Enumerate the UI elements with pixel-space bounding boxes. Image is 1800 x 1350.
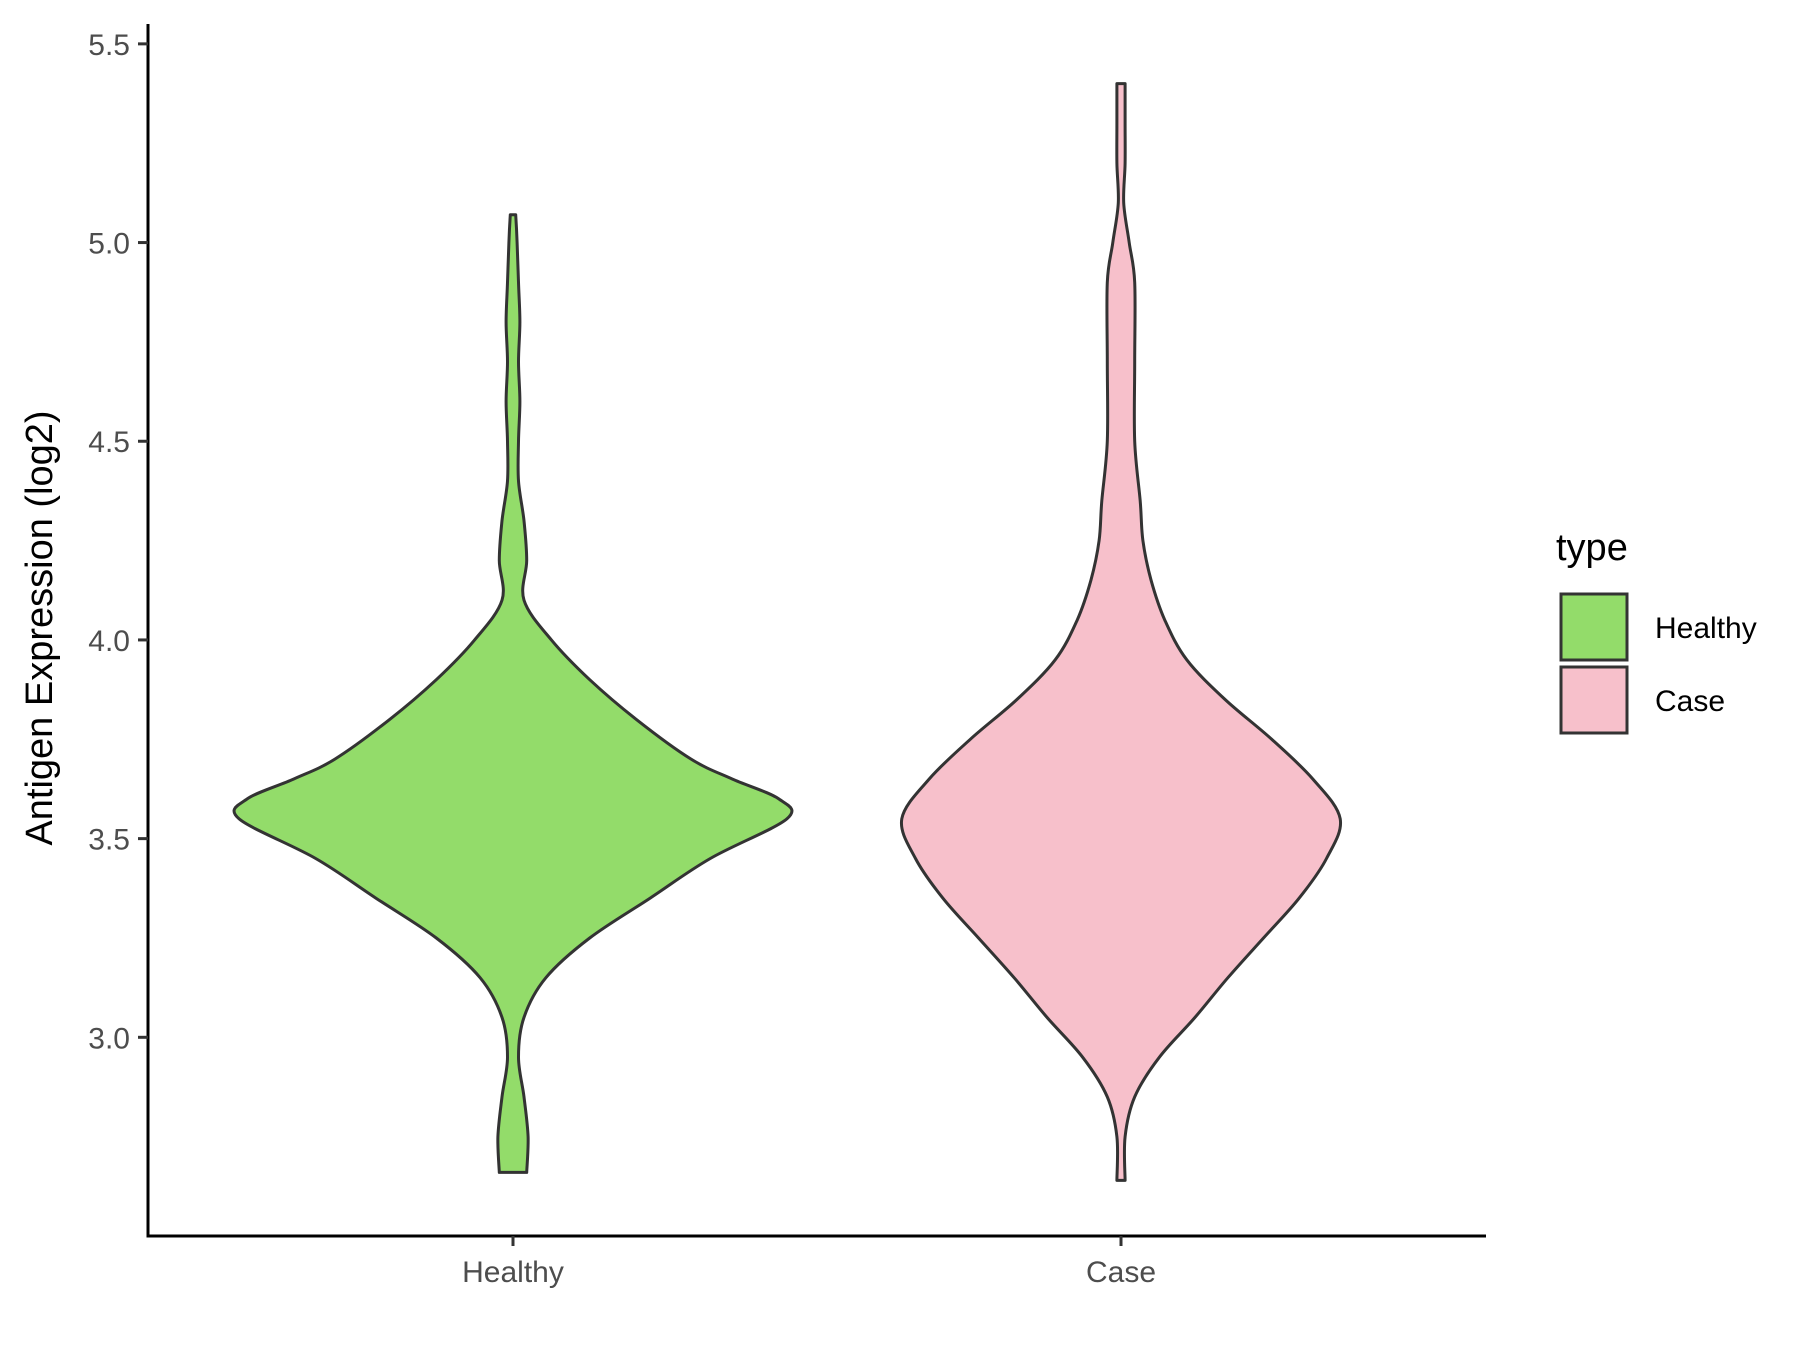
y-tick-label: 5.5 <box>88 29 130 62</box>
legend-label-healthy: Healthy <box>1655 612 1757 645</box>
y-tick-label: 3.5 <box>88 824 130 857</box>
violin-case <box>899 82 1343 1182</box>
x-tick-label: Healthy <box>462 1256 564 1289</box>
y-tick-label: 4.5 <box>88 426 130 459</box>
legend-title: type <box>1556 527 1628 569</box>
x-tick-label: Case <box>1086 1256 1156 1289</box>
y-tick-label: 5.0 <box>88 228 130 261</box>
violin-layer <box>232 82 1343 1182</box>
legend-swatch-healthy <box>1559 592 1629 662</box>
y-tick-label: 3.0 <box>88 1022 130 1055</box>
legend-swatch-case <box>1559 665 1629 735</box>
legend-label-case: Case <box>1655 685 1725 718</box>
y-axis-ticks: 3.0 3.5 4.0 4.5 5.0 5.5 <box>88 29 148 1055</box>
x-axis-ticks: Healthy Case <box>462 1236 1156 1289</box>
violin-healthy <box>232 213 794 1174</box>
y-tick-label: 4.0 <box>88 625 130 658</box>
legend: Healthy Case <box>1559 592 1757 735</box>
y-axis-title: Antigen Expression (log2) <box>19 410 61 845</box>
